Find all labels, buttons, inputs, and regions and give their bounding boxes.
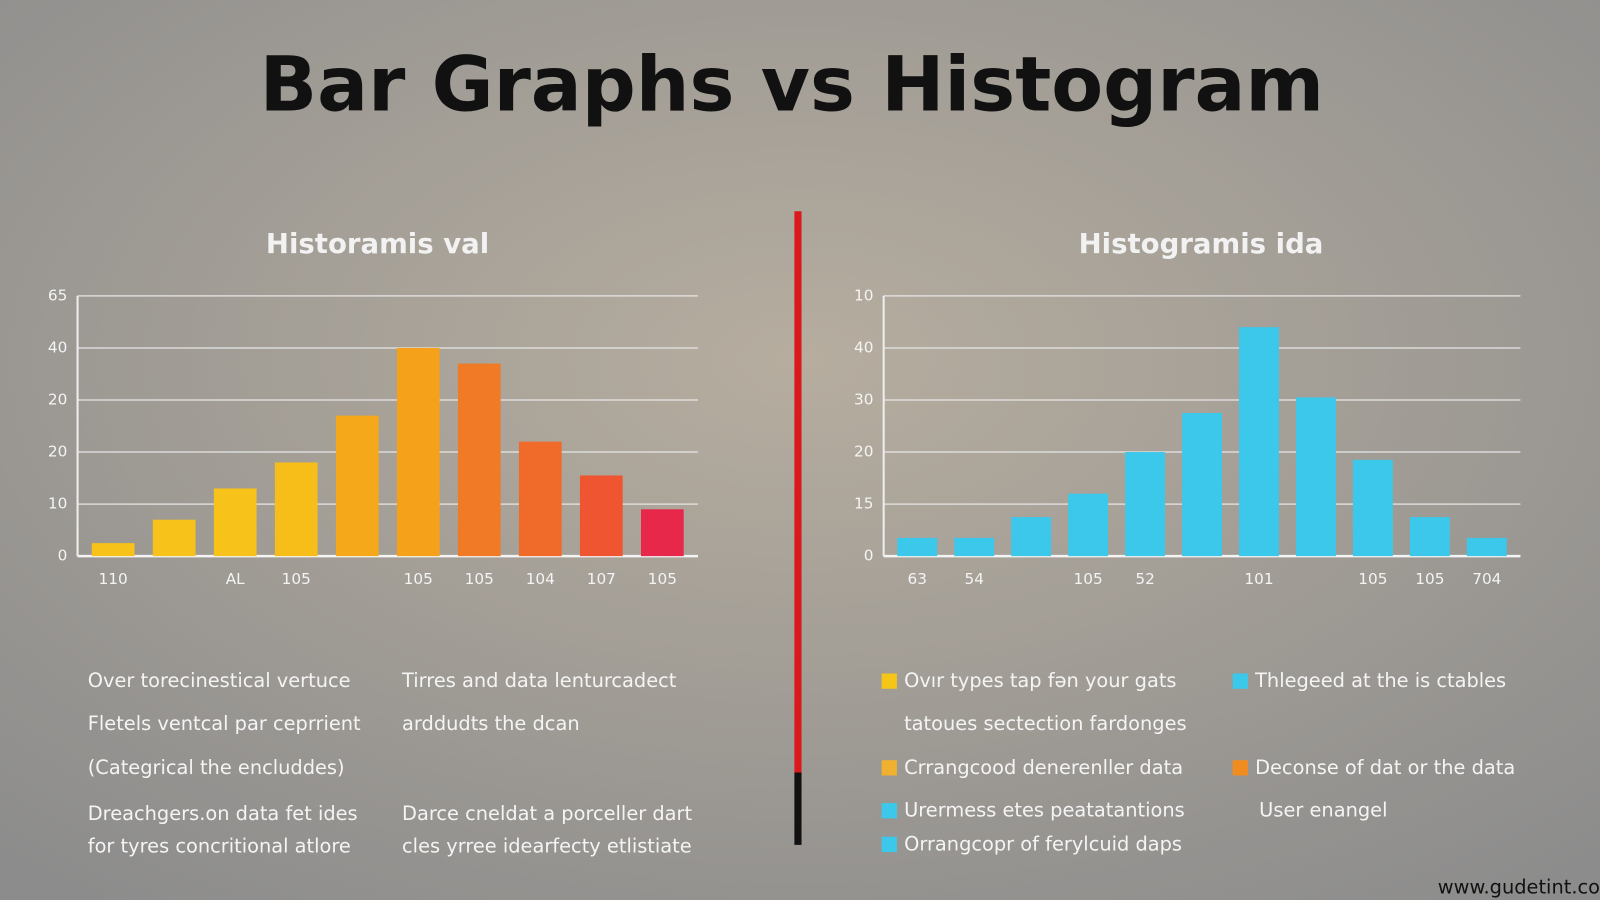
note: for tyres concritional atlore [88,834,351,857]
chart-title: Histogramis ida [1079,228,1324,260]
y-tick-label: 20 [854,443,873,461]
bar [518,441,562,557]
note: User enangel [1259,799,1387,822]
note: Urermess etes peatatantions [904,799,1185,822]
y-tick-label: 10 [48,495,67,513]
bar [1011,517,1052,557]
note: Tirres and data lenturcadect [401,669,677,692]
bar [152,519,196,557]
bar [1352,459,1393,557]
note: (Categrical the encluddes) [88,756,345,779]
note: Dreachgers.on data fet ides [88,802,358,825]
x-tick-label: 110 [99,570,128,588]
x-tick-label: 105 [1415,570,1444,588]
note: tatoues sectection fardonges [904,712,1187,735]
bar [640,509,684,557]
note: Orrangcopr of ferylcuid daps [904,832,1182,855]
x-tick-label: 704 [1472,570,1501,588]
x-tick-label: 54 [964,570,983,588]
bar [1296,397,1336,557]
note: cles yrree idearfecty etlistiate [402,834,692,857]
note: Crrangcood denerenller data [904,756,1183,779]
legend-marker [881,803,897,819]
bar [91,543,135,557]
note: Ovır types tap fən your gats [904,669,1176,692]
x-tick-label: 107 [587,570,616,588]
bar [274,462,318,557]
bar [1239,327,1279,557]
bar [1182,413,1222,557]
x-tick-label: 105 [1358,570,1387,588]
y-tick-label: 30 [854,391,873,409]
note: Deconse of dat or the data [1255,756,1515,779]
note: Over torecinestical vertuce [88,669,351,692]
x-tick-label: 52 [1135,570,1154,588]
bar [1125,452,1166,557]
y-tick-label: 40 [48,338,67,356]
note: Thlegeed at the is ctables [1254,669,1506,692]
bar [396,347,440,557]
x-tick-label: 101 [1244,570,1273,588]
x-tick-label: 63 [908,570,927,588]
bar [897,537,938,557]
bar [1068,493,1109,557]
y-tick-label: 65 [48,286,67,304]
note: Fletels ventcal par ceprrient [88,712,361,735]
y-tick-label: 10 [854,286,873,304]
x-tick-label: 105 [1074,570,1103,588]
bar [1466,537,1507,557]
bar [335,415,379,557]
x-tick-label: 104 [526,570,555,588]
note: Darce cneldat a porceller dart [402,802,692,825]
y-tick-label: 15 [854,495,873,513]
bar [954,537,995,557]
x-tick-label: 105 [465,570,494,588]
x-tick-label: 105 [282,570,311,588]
y-tick-label: 0 [864,547,874,565]
x-tick-label: 105 [404,570,433,588]
bar [579,475,623,557]
y-tick-label: 20 [48,391,67,409]
y-tick-label: 0 [58,547,68,565]
legend-marker [1232,760,1248,776]
y-tick-label: 40 [854,338,873,356]
bar [213,488,257,557]
legend-marker [1232,673,1248,689]
y-tick-label: 20 [48,443,67,461]
x-tick-label: 105 [648,570,677,588]
legend-marker [881,836,897,853]
x-tick-label: AL [226,570,245,588]
main-title: Bar Graphs vs Histogram [260,40,1324,128]
chart-title: Historamis val [266,228,489,260]
bar [1409,517,1450,557]
legend-marker [881,760,897,776]
bar [457,363,501,557]
legend-marker [881,673,897,689]
note: arddudts the dcan [402,712,580,735]
footer: www.gudetint.co [1438,875,1600,898]
